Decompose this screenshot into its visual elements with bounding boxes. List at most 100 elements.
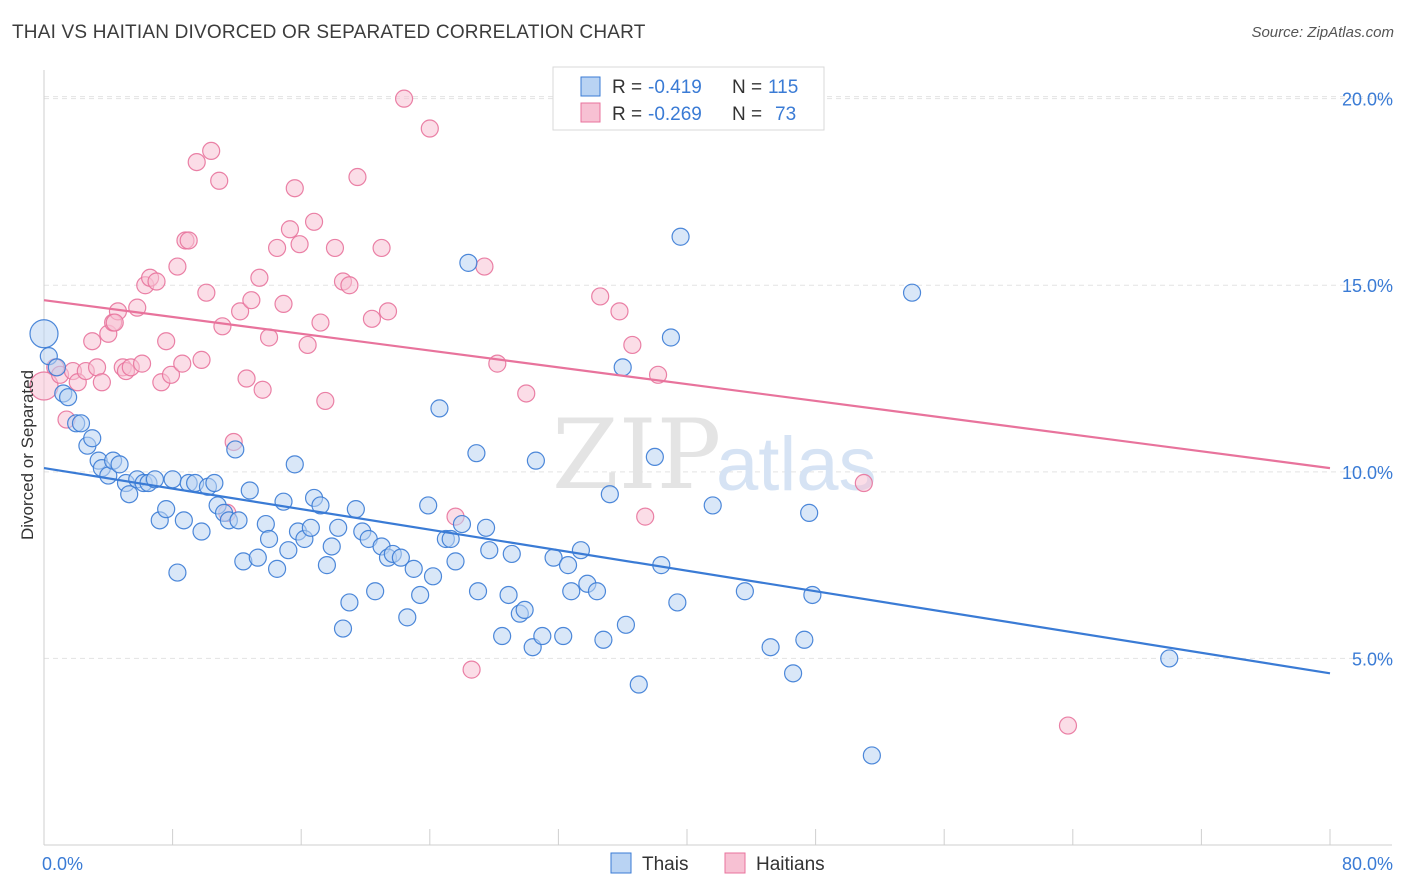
haitians-point-64 [517, 384, 536, 403]
haitians-point-22 [157, 332, 176, 351]
thais-point-91 [587, 582, 607, 601]
haitians-point-38 [242, 291, 261, 310]
thais-point-77 [493, 626, 512, 646]
legend-swatch-haitians [580, 102, 601, 123]
thais-point-95 [616, 615, 636, 634]
thais-point-15 [120, 485, 139, 504]
watermark: ZIP atlas [552, 399, 877, 511]
thais-point-110 [902, 283, 922, 302]
haitians-point-55 [362, 309, 382, 328]
thais-point-79 [502, 544, 521, 564]
thais-point-66 [423, 567, 443, 586]
thais-point-33 [226, 440, 245, 459]
thais-point-61 [391, 548, 410, 567]
thais-point-38 [256, 514, 275, 534]
haitians-point-54 [348, 167, 367, 187]
thais-point-49 [317, 556, 337, 575]
haitians-point-17 [132, 354, 152, 373]
y-tick-label-1: 10.0% [1342, 463, 1393, 483]
haitians-point-27 [179, 231, 198, 250]
thais-point-73 [467, 444, 486, 463]
series-legend-label-haitians: Haitians [756, 854, 825, 875]
haitians-point-30 [197, 283, 216, 302]
haitians-point-43 [274, 294, 293, 314]
watermark-zip: ZIP [552, 399, 721, 511]
haitians-point-42 [267, 238, 287, 258]
thais-point-106 [795, 630, 814, 649]
x-tick-labels: 0.0% 80.0% [42, 854, 1393, 874]
haitians-point-59 [420, 119, 439, 138]
thais-point-39 [259, 529, 279, 549]
thais-point-76 [480, 541, 499, 560]
series-legend-swatch-haitians [724, 852, 746, 874]
thais-point-42 [279, 541, 298, 560]
thais-point-81 [515, 600, 534, 620]
haitians-point-44 [280, 220, 300, 239]
thais-point-93 [600, 485, 619, 504]
watermark-atlas: atlas [716, 422, 877, 507]
haitians-point-28 [187, 152, 206, 172]
thais-point-99 [661, 328, 681, 347]
haitians-trend-line [43, 299, 1331, 470]
thais-point-4 [59, 388, 78, 407]
haitians-point-31 [202, 141, 221, 161]
haitians-point-48 [304, 212, 324, 231]
haitians-point-51 [325, 238, 345, 258]
haitians-point-56 [372, 238, 391, 258]
thais-point-74 [468, 582, 488, 601]
thais-point-109 [862, 746, 881, 765]
haitians-point-61 [462, 660, 481, 679]
legend-n-value-haitians: 73 [775, 104, 796, 125]
thais-point-70 [446, 552, 465, 571]
thais-point-43 [285, 455, 304, 474]
thais-point-89 [571, 541, 591, 560]
legend-r-value-haitians: -0.269 [648, 104, 702, 125]
thais-point-54 [346, 500, 365, 519]
haitians-point-67 [623, 335, 642, 355]
thais-point-107 [800, 503, 819, 522]
haitians-point-50 [316, 391, 335, 411]
haitians-point-24 [168, 257, 187, 276]
thais-point-13 [110, 455, 129, 474]
haitians-point-7 [83, 332, 102, 351]
x-tick-label-1: 80.0% [1342, 854, 1393, 874]
haitians-point-62 [475, 257, 494, 276]
thais-point-103 [735, 582, 754, 601]
series-legend-label-thais: Thais [642, 854, 688, 875]
thais-point-19 [145, 470, 165, 489]
haitians-point-58 [394, 89, 414, 108]
thais-point-94 [613, 358, 632, 377]
haitians-point-49 [311, 313, 330, 332]
legend-r-value-thais: -0.419 [648, 77, 702, 98]
thais-point-53 [340, 593, 359, 612]
haitians-point-20 [147, 272, 166, 291]
trend-lines [43, 299, 1331, 675]
thais-point-105 [783, 664, 803, 683]
thais-point-2 [47, 358, 66, 377]
y-tick-labels: 5.0% 10.0% 15.0% 20.0% [1342, 90, 1393, 670]
x-tick-label-0: 0.0% [42, 854, 83, 874]
haitians-point-39 [250, 268, 269, 287]
haitians-point-70 [854, 473, 873, 493]
thais-point-50 [322, 537, 341, 556]
thais-point-37 [248, 548, 267, 567]
source-label: Source: ZipAtlas.com [1251, 24, 1394, 41]
haitians-point-46 [290, 235, 309, 254]
legend-r-label-haitians: R = [612, 104, 647, 125]
thais-point-83 [526, 451, 545, 470]
haitians-point-72 [105, 313, 124, 332]
thais-point-52 [333, 619, 353, 638]
thais-point-101 [671, 227, 690, 246]
thais-point-64 [411, 585, 430, 605]
haitians-point-36 [231, 302, 250, 321]
thais-trend-line [43, 467, 1331, 675]
y-tick-label-2: 15.0% [1342, 276, 1393, 296]
haitians-point-32 [210, 171, 229, 190]
thais-point-6 [71, 414, 91, 433]
thais-point-40 [267, 559, 287, 578]
thais-point-0 [29, 319, 59, 349]
y-tick-label-3: 20.0% [1342, 90, 1393, 110]
haitians-point-66 [610, 302, 629, 321]
haitians-point-40 [253, 380, 272, 399]
thais-point-62 [398, 608, 417, 627]
